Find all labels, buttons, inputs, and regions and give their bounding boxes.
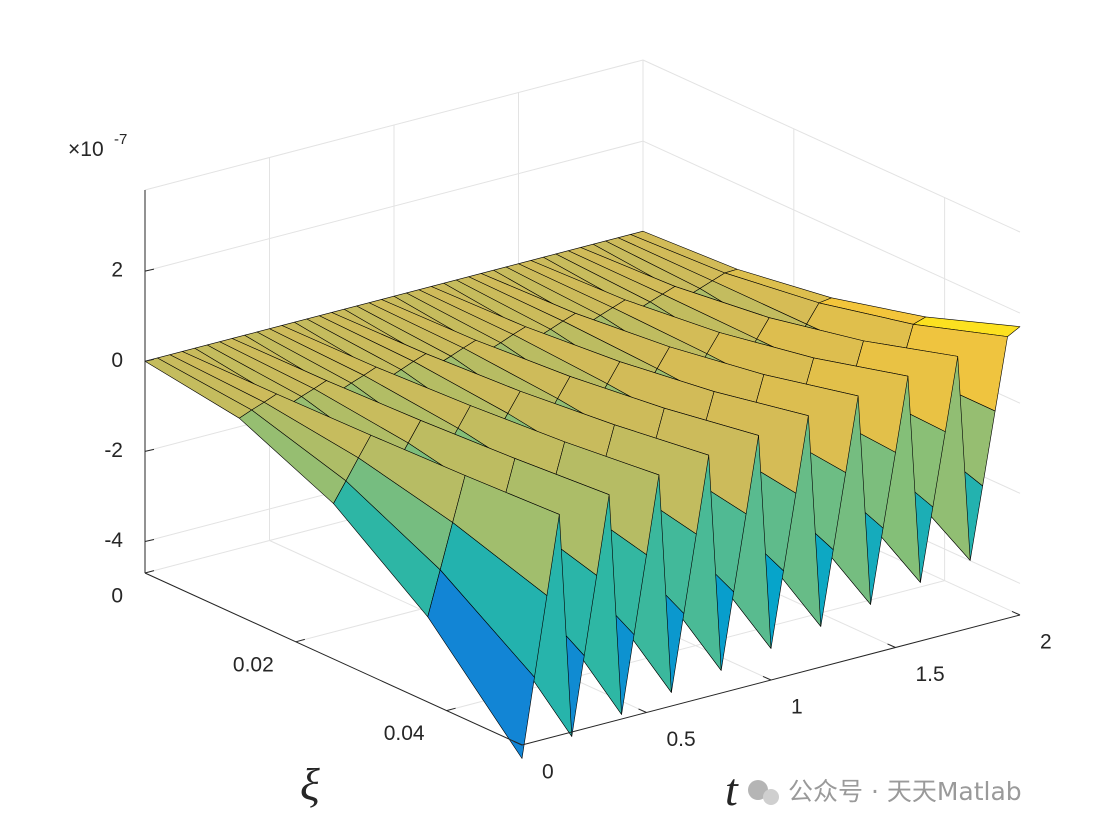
x-tick-label: 2 (1040, 631, 1052, 654)
x-tick-label: 0.5 (667, 728, 696, 751)
x-tick-label: 1.5 (916, 663, 945, 686)
watermark-icon (748, 780, 779, 805)
surface-patch (427, 569, 535, 759)
x-tick (887, 643, 896, 648)
x-tick (638, 708, 647, 713)
box-edge (642, 59, 1021, 233)
y-axis-label: ξ (300, 759, 320, 810)
x-tick (1011, 610, 1021, 616)
surface (144, 230, 1021, 759)
z-exponent: -7 (114, 131, 127, 148)
grid-line (642, 140, 1021, 314)
y-tick (144, 570, 155, 574)
z-tick (144, 358, 155, 362)
z-tick-label: -4 (104, 529, 123, 552)
watermark: 公众号 · 天天Matlab (788, 777, 1022, 806)
x-axis-label: t (725, 764, 739, 815)
z-multiplier: ×10 (68, 138, 104, 161)
z-tick (144, 448, 155, 452)
y-tick-label: 0.04 (384, 722, 425, 745)
x-tick (762, 675, 772, 681)
icon-circle (763, 789, 779, 805)
axes-foreground: -4 -2 0 2 0 0.02 0.04 0 0.5 1 1.5 2 (104, 190, 1052, 784)
x-tick-label: 1 (791, 696, 803, 719)
y-axis-line (144, 572, 523, 746)
x-tick-label: 0 (542, 761, 554, 784)
x-tick (513, 740, 523, 746)
icon-circle (748, 780, 768, 800)
z-tick (144, 268, 155, 272)
z-tick (144, 538, 155, 542)
grid-line (144, 140, 644, 272)
y-tick-label: 0 (111, 585, 123, 608)
z-tick-label: 0 (111, 349, 123, 372)
z-tick-label: -2 (104, 439, 123, 462)
y-tick (295, 638, 305, 643)
box-edge (144, 59, 644, 191)
y-tick (446, 707, 456, 712)
z-tick-label: 2 (111, 259, 123, 282)
y-tick-label: 0.02 (233, 653, 274, 676)
